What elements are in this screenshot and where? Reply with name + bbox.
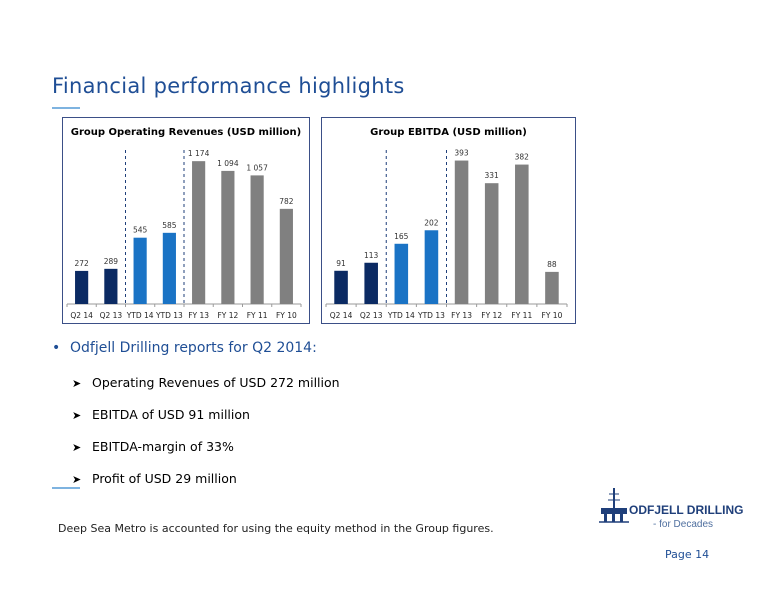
bar xyxy=(192,161,206,304)
footer-rule xyxy=(52,487,80,489)
bar-value-label: 88 xyxy=(547,260,557,269)
logo-name: ODFJELL DRILLING xyxy=(629,503,744,517)
bar-value-label: 289 xyxy=(104,257,119,266)
sub-bullet: ➤ Operating Revenues of USD 272 million xyxy=(52,367,572,399)
x-tick-label: FY 13 xyxy=(451,311,472,320)
arrow-bullet-icon: ➤ xyxy=(72,441,82,454)
bar-value-label: 1 057 xyxy=(246,163,268,172)
bullet-dot-icon: • xyxy=(52,340,61,356)
footnote: Deep Sea Metro is accounted for using th… xyxy=(58,522,494,535)
bar xyxy=(515,164,529,304)
bar xyxy=(334,270,348,304)
bar-value-label: 272 xyxy=(74,259,89,268)
x-tick-label: FY 11 xyxy=(511,311,532,320)
bar xyxy=(394,243,409,304)
revenue-chart-svg: Group Operating Revenues (USD million) 27… xyxy=(66,127,302,320)
bar-value-label: 393 xyxy=(454,149,469,158)
x-tick-label: Q2 13 xyxy=(100,311,123,320)
drilling-rig-icon xyxy=(599,488,629,523)
sub-bullet-text: Operating Revenues of USD 272 million xyxy=(92,375,340,390)
bar xyxy=(221,170,235,304)
arrow-bullet-icon: ➤ xyxy=(72,377,82,390)
sub-bullet: ➤ Profit of USD 29 million xyxy=(52,463,572,495)
arrow-bullet-icon: ➤ xyxy=(72,409,82,422)
bar-value-label: 1 094 xyxy=(217,159,239,168)
bar xyxy=(104,268,118,304)
bar-value-label: 585 xyxy=(162,221,177,230)
x-tick-label: FY 11 xyxy=(247,311,268,320)
sub-bullet-text: EBITDA of USD 91 million xyxy=(92,407,250,422)
sub-bullet-text: EBITDA-margin of 33% xyxy=(92,439,234,454)
bar xyxy=(424,230,439,304)
x-tick-label: FY 10 xyxy=(542,311,563,320)
sub-bullet-text: Profit of USD 29 million xyxy=(92,471,237,486)
x-tick-label: FY 12 xyxy=(217,311,238,320)
page-number: Page 14 xyxy=(665,548,710,561)
revenue-chart: Group Operating Revenues (USD million) 27… xyxy=(62,117,310,324)
bar xyxy=(162,232,176,304)
bullet-main-text: Odfjell Drilling reports for Q2 2014: xyxy=(70,340,317,356)
bar-value-label: 113 xyxy=(364,251,379,260)
x-tick-label: Q2 13 xyxy=(360,311,383,320)
x-tick-label: FY 12 xyxy=(481,311,502,320)
company-logo: ODFJELL DRILLING - for Decades xyxy=(597,486,743,534)
bar xyxy=(279,208,293,304)
x-tick-label: FY 13 xyxy=(188,311,209,320)
bar-value-label: 91 xyxy=(336,259,346,268)
bar-value-label: 782 xyxy=(279,197,294,206)
bullet-main: • Odfjell Drilling reports for Q2 2014: xyxy=(52,337,572,359)
logo-tagline: - for Decades xyxy=(653,519,714,530)
bar xyxy=(364,262,378,304)
x-tick-label: Q2 14 xyxy=(330,311,353,320)
bar-value-label: 1 174 xyxy=(188,149,210,158)
bar-value-label: 382 xyxy=(515,153,530,162)
arrow-bullet-icon: ➤ xyxy=(72,473,82,486)
x-tick-label: YTD 13 xyxy=(155,311,183,320)
bar-value-label: 165 xyxy=(394,232,409,241)
bar xyxy=(250,175,264,304)
bar xyxy=(133,237,147,304)
title-underline xyxy=(52,107,80,109)
x-tick-label: Q2 14 xyxy=(70,311,93,320)
ebitda-chart-svg: Group EBITDA (USD million) 91 Q2 14 113 Q2 1… xyxy=(325,127,568,320)
x-tick-label: FY 10 xyxy=(276,311,297,320)
sub-bullet: ➤ EBITDA-margin of 33% xyxy=(52,431,572,463)
ebitda-chart: Group EBITDA (USD million) 91 Q2 14 113 Q2 1… xyxy=(321,117,576,324)
bar-value-label: 331 xyxy=(485,171,500,180)
sub-bullet: ➤ EBITDA of USD 91 million xyxy=(52,399,572,431)
bar xyxy=(75,270,89,304)
page-title: Financial performance highlights xyxy=(52,74,405,98)
bar xyxy=(454,160,469,304)
bar-value-label: 202 xyxy=(424,218,439,227)
x-tick-label: YTD 14 xyxy=(126,311,154,320)
x-tick-label: YTD 14 xyxy=(387,311,415,320)
bar-value-label: 545 xyxy=(133,226,148,235)
bar xyxy=(484,183,499,304)
bullet-list: • Odfjell Drilling reports for Q2 2014: ➤… xyxy=(52,337,572,495)
chart-title: Group Operating Revenues (USD million) xyxy=(71,127,301,138)
bar xyxy=(545,271,559,304)
x-tick-label: YTD 13 xyxy=(417,311,445,320)
chart-title: Group EBITDA (USD million) xyxy=(370,127,527,138)
